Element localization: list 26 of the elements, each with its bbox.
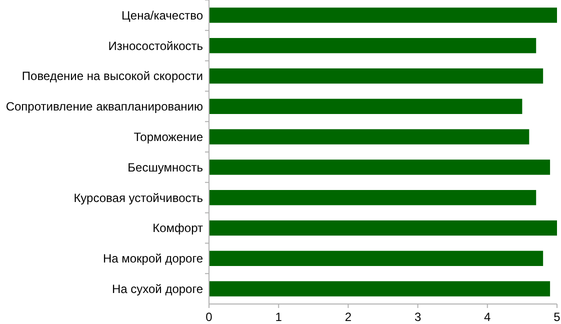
y-tick-label: На мокрой дороге xyxy=(102,252,204,266)
bar xyxy=(209,160,550,175)
x-tick-label: 5 xyxy=(554,310,561,324)
bar xyxy=(209,281,550,296)
bar xyxy=(209,68,544,84)
y-tick-label: На сухой дороге xyxy=(112,282,204,296)
x-tick-label: 0 xyxy=(206,310,213,324)
bar xyxy=(209,38,536,54)
bar xyxy=(209,8,557,23)
y-tick-label: Сопротивление аквапланированию xyxy=(6,100,203,114)
y-tick-label: Поведение на высокой скорости xyxy=(22,69,203,84)
bar xyxy=(209,129,530,144)
y-tick-label: Комфорт xyxy=(152,221,204,236)
bar xyxy=(209,250,544,266)
y-tick-label: Износостойкость xyxy=(108,38,203,53)
y-tick-label: Бесшумность xyxy=(128,160,203,174)
y-tick-label: Торможение xyxy=(134,130,204,144)
x-tick-label: 4 xyxy=(484,310,492,324)
x-tick-label: 3 xyxy=(414,310,422,324)
x-tick-label: 2 xyxy=(344,310,352,324)
bar xyxy=(209,98,522,114)
bar xyxy=(209,190,536,206)
y-tick-label: Цена/качество xyxy=(122,8,204,22)
bar xyxy=(209,220,557,236)
x-tick-label: 1 xyxy=(275,310,282,324)
y-tick-label: Курсовая устойчивость xyxy=(74,190,203,205)
